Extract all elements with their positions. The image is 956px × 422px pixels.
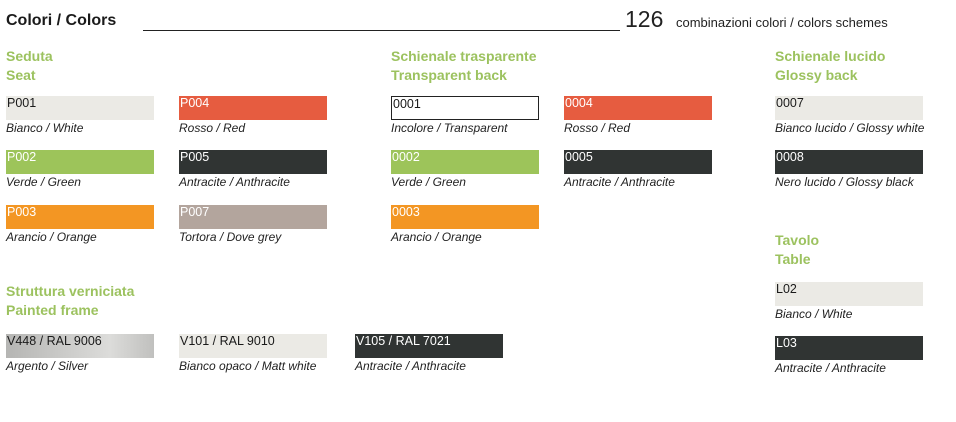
color-label: Bianco / White: [775, 307, 853, 321]
divider: [143, 30, 620, 31]
color-label: Verde / Green: [6, 175, 81, 189]
heading-it: Struttura verniciata: [6, 283, 135, 299]
color-swatch: P004: [179, 96, 327, 120]
color-label: Antracite / Anthracite: [564, 175, 675, 189]
color-label: Bianco lucido / Glossy white: [775, 121, 925, 135]
heading-it: Schienale lucido: [775, 48, 886, 64]
color-label: Rosso / Red: [564, 121, 631, 135]
color-swatch: 0007: [775, 96, 923, 120]
color-label: Rosso / Red: [179, 121, 246, 135]
page-title: Colori / Colors: [6, 12, 117, 29]
color-label: Antracite / Anthracite: [775, 361, 886, 375]
color-swatch: L02: [775, 282, 923, 306]
heading-en: Table: [775, 251, 811, 267]
heading-en: Transparent back: [391, 67, 507, 83]
heading-en: Painted frame: [6, 302, 99, 318]
scheme-count-text: combinazioni colori / colors schemes: [676, 15, 888, 30]
color-swatch: L03: [775, 336, 923, 360]
heading-it: Seduta: [6, 48, 53, 64]
color-label: Bianco / White: [6, 121, 84, 135]
color-swatch: P001: [6, 96, 154, 120]
scheme-count: 126: [625, 6, 664, 32]
table-heading: Tavolo Table: [775, 231, 819, 269]
heading-en: Glossy back: [775, 67, 858, 83]
color-swatch: 0003: [391, 205, 539, 229]
color-label: Tortora / Dove grey: [179, 230, 282, 244]
color-label: Antracite / Anthracite: [355, 359, 466, 373]
seat-heading: Seduta Seat: [6, 47, 53, 85]
color-swatch: P005: [179, 150, 327, 174]
heading-it: Tavolo: [775, 232, 820, 248]
color-label: Nero lucido / Glossy black: [775, 175, 914, 189]
color-label: Antracite / Anthracite: [179, 175, 290, 189]
heading-it: Schienale trasparente: [391, 48, 537, 64]
color-swatch: V448 / RAL 9006: [6, 334, 154, 358]
color-swatch: 0001: [391, 96, 539, 120]
color-label: Incolore / Transparent: [391, 121, 508, 135]
color-label: Argento / Silver: [6, 359, 89, 373]
heading-en: Seat: [6, 67, 36, 83]
glossy-heading: Schienale lucido Glossy back: [775, 47, 885, 85]
color-swatch: V101 / RAL 9010: [179, 334, 327, 358]
color-label: Arancio / Orange: [6, 230, 97, 244]
color-swatch: 0004: [564, 96, 712, 120]
color-label: Bianco opaco / Matt white: [179, 359, 317, 373]
color-swatch: P002: [6, 150, 154, 174]
color-swatch: V105 / RAL 7021: [355, 334, 503, 358]
color-swatch: P003: [6, 205, 154, 229]
frame-heading: Struttura verniciata Painted frame: [6, 282, 134, 320]
color-swatch: 0008: [775, 150, 923, 174]
color-swatch: P007: [179, 205, 327, 229]
color-swatch: 0005: [564, 150, 712, 174]
color-label: Verde / Green: [391, 175, 466, 189]
transparent-heading: Schienale trasparente Transparent back: [391, 47, 537, 85]
color-swatch: 0002: [391, 150, 539, 174]
color-label: Arancio / Orange: [391, 230, 482, 244]
